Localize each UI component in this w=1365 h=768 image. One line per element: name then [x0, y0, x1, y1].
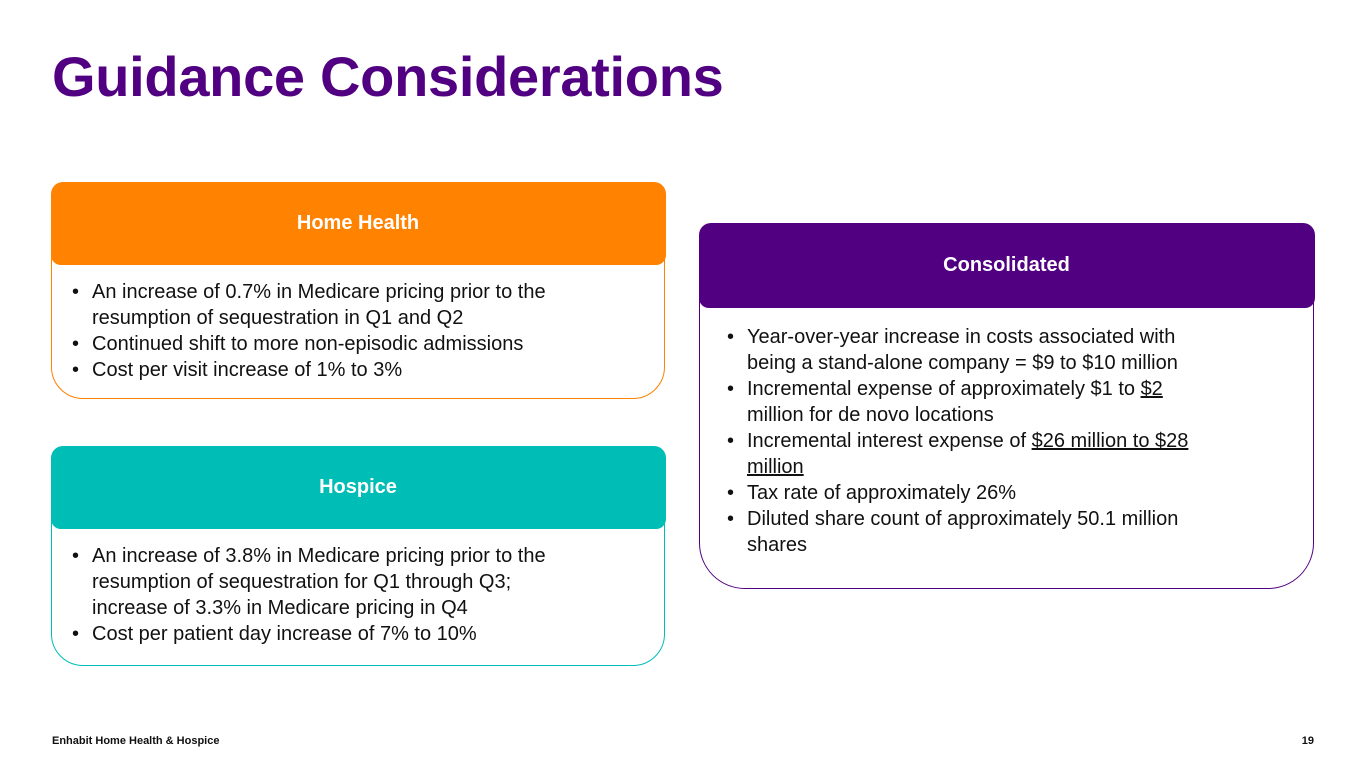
list-item: Diluted share count of approximately 50.… [727, 506, 1273, 558]
hospice-header: Hospice [50, 445, 666, 529]
home-health-header-label: Home Health [296, 211, 420, 234]
footer-company-name: Enhabit Home Health & Hospice [52, 735, 220, 747]
page-title: Guidance Considerations [52, 45, 724, 108]
page-number: 19 [1301, 735, 1314, 747]
list-item: Tax rate of approximately 26% [727, 480, 1273, 506]
consolidated-header: Consolidated [698, 222, 1315, 308]
list-item: An increase of 0.7% in Medicare pricing … [72, 279, 646, 331]
consolidated-body: Year-over-year increase in costs associa… [727, 324, 1273, 558]
list-item: Incremental expense of approximately $1 … [727, 376, 1273, 428]
list-item: An increase of 3.8% in Medicare pricing … [72, 543, 646, 621]
list-item: Continued shift to more non-episodic adm… [72, 331, 646, 357]
home-health-header: Home Health [50, 181, 666, 265]
hospice-card: Hospice An increase of 3.8% in Medicare … [50, 445, 666, 666]
hospice-body: An increase of 3.8% in Medicare pricing … [72, 543, 646, 647]
home-health-card: Home Health An increase of 0.7% in Medic… [50, 181, 666, 399]
list-item: Incremental interest expense of $26 mill… [727, 428, 1273, 480]
consolidated-header-label: Consolidated [943, 253, 1070, 276]
list-item: Year-over-year increase in costs associa… [727, 324, 1273, 376]
consolidated-card: Consolidated Year-over-year increase in … [698, 222, 1315, 589]
home-health-body: An increase of 0.7% in Medicare pricing … [72, 279, 646, 383]
hospice-header-label: Hospice [319, 475, 397, 498]
list-item: Cost per patient day increase of 7% to 1… [72, 621, 646, 647]
list-item: Cost per visit increase of 1% to 3% [72, 357, 646, 383]
